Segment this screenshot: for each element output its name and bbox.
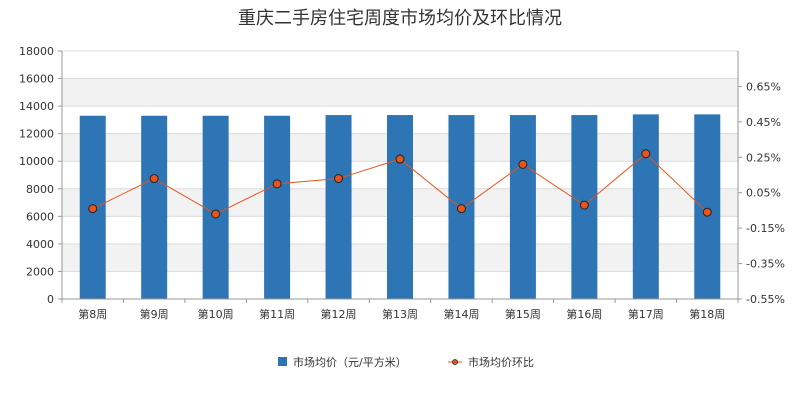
y-right-tick-label: 0.65% bbox=[746, 80, 781, 93]
bar bbox=[387, 115, 413, 299]
y-right-tick-label: -0.55% bbox=[746, 293, 785, 306]
x-tick-label: 第16周 bbox=[566, 307, 602, 321]
bar bbox=[632, 114, 659, 299]
legend-bar-label: 市场均价（元/平方米） bbox=[293, 355, 407, 369]
grid-band bbox=[62, 78, 738, 107]
line-point bbox=[579, 200, 589, 210]
y-left-tick-label: 0 bbox=[47, 293, 54, 306]
bar bbox=[509, 115, 536, 299]
bar bbox=[202, 115, 229, 299]
y-left-tick-label: 6000 bbox=[26, 210, 54, 223]
x-tick-label: 第14周 bbox=[443, 307, 479, 321]
y-left-tick-label: 14000 bbox=[19, 100, 54, 113]
line-point bbox=[702, 207, 712, 217]
x-tick-label: 第15周 bbox=[505, 307, 541, 321]
line-point bbox=[334, 174, 344, 184]
legend: 市场均价（元/平方米） 市场均价环比 bbox=[278, 355, 534, 369]
legend-line-label: 市场均价环比 bbox=[468, 355, 534, 369]
line-point bbox=[272, 179, 282, 189]
line-point bbox=[211, 209, 221, 219]
line-point bbox=[88, 204, 98, 214]
y-left-tick-label: 18000 bbox=[19, 45, 54, 58]
x-tick-label: 第11周 bbox=[259, 307, 295, 321]
x-tick-label: 第17周 bbox=[628, 307, 664, 321]
legend-line-marker bbox=[452, 359, 458, 365]
bar bbox=[325, 115, 352, 299]
y-left-tick-label: 12000 bbox=[19, 128, 54, 141]
x-tick-label: 第13周 bbox=[382, 307, 418, 321]
line-series bbox=[88, 149, 712, 219]
line-point bbox=[456, 204, 466, 214]
line-point bbox=[149, 174, 159, 184]
x-tick-label: 第8周 bbox=[78, 307, 107, 321]
y-left-tick-label: 2000 bbox=[26, 265, 54, 278]
legend-bar-swatch bbox=[278, 357, 287, 366]
x-tick-label: 第10周 bbox=[198, 307, 234, 321]
line-point bbox=[518, 159, 528, 169]
axes: 0 2000 4000 6000 8000 10000 12000 14000 16000 180… bbox=[19, 45, 785, 321]
y-right-tick-label: 0.05% bbox=[746, 187, 781, 200]
y-right-tick-label: 0.45% bbox=[746, 116, 781, 129]
y-left-tick-label: 4000 bbox=[26, 238, 54, 251]
x-tick-label: 第12周 bbox=[321, 307, 357, 321]
y-left-tick-label: 10000 bbox=[19, 155, 54, 168]
y-right-tick-label: 0.25% bbox=[746, 151, 781, 164]
y-right-tick-label: -0.35% bbox=[746, 258, 785, 271]
line-point bbox=[641, 149, 651, 159]
line-point bbox=[395, 154, 405, 164]
bar bbox=[141, 115, 168, 299]
x-tick-label: 第18周 bbox=[689, 307, 725, 321]
y-right-tick-label: -0.15% bbox=[746, 222, 785, 235]
y-left-tick-label: 16000 bbox=[19, 73, 54, 86]
y-left-tick-label: 8000 bbox=[26, 183, 54, 196]
x-tick-label: 第9周 bbox=[140, 307, 169, 321]
bar bbox=[694, 114, 721, 299]
chart-title: 重庆二手房住宅周度市场均价及环比情况 bbox=[238, 8, 562, 29]
bar bbox=[264, 115, 291, 299]
bar-series bbox=[79, 114, 721, 299]
